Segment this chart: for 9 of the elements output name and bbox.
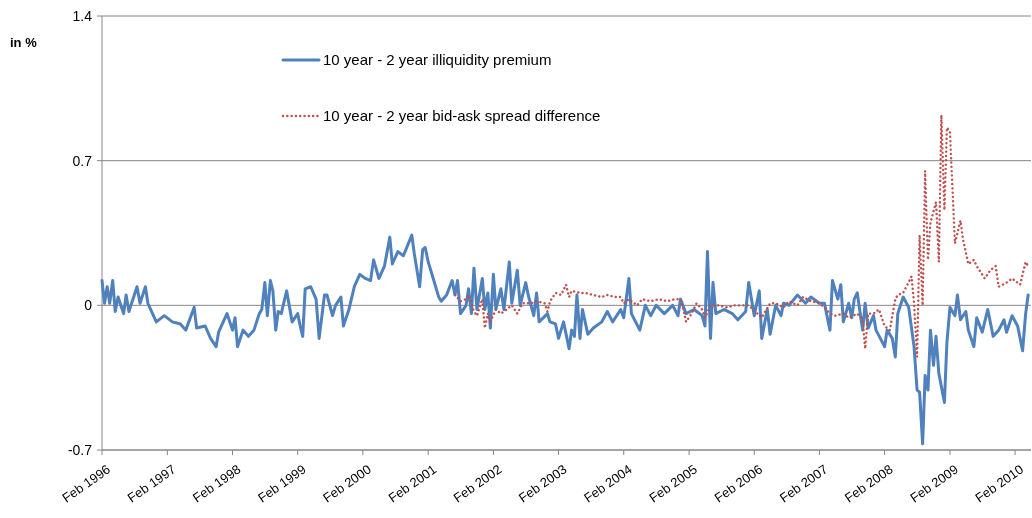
x-tick-label: Feb 2001 (385, 461, 440, 506)
y-axis-title: in % (10, 35, 38, 50)
line-series (100, 233, 1030, 446)
legend-label: 10 year - 2 year bid-ask spread difference (323, 107, 601, 125)
y-tick-label: -0.7 (67, 441, 93, 458)
y-tick-label: 1.4 (72, 7, 93, 24)
y-tick-label: 0.7 (72, 152, 93, 169)
legend-label: 10 year - 2 year illiquidity premium (323, 51, 552, 69)
y-tick-label: 0 (84, 297, 93, 314)
